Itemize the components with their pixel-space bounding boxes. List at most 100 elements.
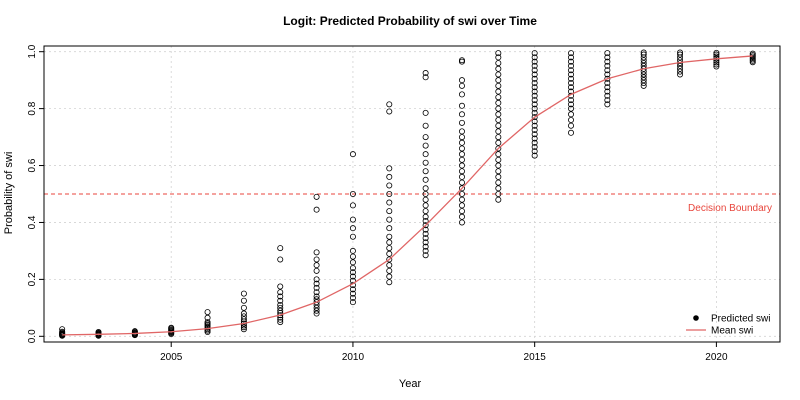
predicted-point [458, 57, 465, 64]
predicted-point [313, 276, 320, 283]
predicted-point [313, 206, 320, 213]
x-tick-label: 2010 [342, 352, 365, 363]
predicted-point [568, 129, 575, 136]
predicted-point [458, 145, 465, 152]
predicted-point [458, 139, 465, 146]
predicted-point [604, 62, 611, 69]
predicted-point [640, 57, 647, 64]
x-axis-title: Year [399, 378, 422, 390]
predicted-point [531, 109, 538, 116]
decision-boundary-label: Decision Boundary [688, 203, 772, 214]
predicted-point [386, 233, 393, 240]
predicted-point [458, 77, 465, 84]
predicted-point [422, 74, 429, 81]
predicted-point [568, 62, 575, 69]
predicted-point [458, 128, 465, 135]
predicted-point [531, 126, 538, 133]
predicted-point [531, 58, 538, 65]
predicted-point [422, 213, 429, 220]
legend-label-mean: Mean swi [711, 326, 753, 337]
predicted-point [386, 208, 393, 215]
predicted-point [313, 289, 320, 296]
predicted-point [531, 54, 538, 61]
predicted-point [168, 324, 175, 331]
predicted-point [713, 59, 720, 66]
predicted-point [604, 80, 611, 87]
predicted-point [277, 297, 284, 304]
predicted-point [277, 293, 284, 300]
predicted-point [386, 165, 393, 172]
predicted-point [568, 50, 575, 57]
predicted-point [349, 216, 356, 223]
predicted-point [349, 253, 356, 260]
predicted-point [313, 256, 320, 263]
predicted-point [531, 122, 538, 129]
decision-boundary: Decision Boundary [44, 193, 780, 214]
predicted-point [568, 80, 575, 87]
predicted-point [240, 316, 247, 323]
predicted-point [422, 122, 429, 129]
predicted-point [422, 226, 429, 233]
x-tick-label: 2005 [160, 352, 183, 363]
predicted-point [604, 88, 611, 95]
predicted-point [713, 49, 720, 56]
predicted-point [349, 294, 356, 301]
predicted-point [349, 225, 356, 232]
predicted-point [495, 60, 502, 67]
predicted-point [458, 162, 465, 169]
predicted-point [313, 267, 320, 274]
predicted-point [277, 301, 284, 308]
predicted-point [458, 196, 465, 203]
predicted-point [604, 75, 611, 82]
predicted-point [640, 60, 647, 67]
predicted-point [604, 67, 611, 74]
predicted-point [386, 225, 393, 232]
predicted-point [713, 63, 720, 70]
predicted-point [495, 168, 502, 175]
predicted-point [458, 102, 465, 109]
predicted-point [240, 297, 247, 304]
predicted-point [495, 151, 502, 158]
predicted-point [604, 50, 611, 57]
predicted-point [386, 279, 393, 286]
axes: 2005 2010 2015 2020 0.0 0.2 0.4 0.6 0.8 1.0 [27, 44, 728, 363]
predicted-point [422, 235, 429, 242]
predicted-point [422, 196, 429, 203]
predicted-point [531, 62, 538, 69]
predicted-point [422, 176, 429, 183]
predicted-point [495, 65, 502, 72]
predicted-point [422, 243, 429, 250]
predicted-point [386, 199, 393, 206]
predicted-point [277, 319, 284, 326]
predicted-point [677, 51, 684, 58]
predicted-point [604, 101, 611, 108]
predicted-point [386, 250, 393, 257]
legend-label-predicted: Predicted swi [711, 314, 770, 325]
predicted-point [531, 92, 538, 99]
predicted-point [495, 82, 502, 89]
predicted-point [59, 326, 66, 333]
predicted-point [604, 92, 611, 99]
predicted-point [531, 71, 538, 78]
predicted-point [458, 173, 465, 180]
predicted-point [458, 156, 465, 163]
predicted-point [313, 249, 320, 256]
predicted-point [531, 67, 538, 74]
predicted-point [495, 173, 502, 180]
predicted-point [568, 54, 575, 61]
predicted-point [386, 262, 393, 269]
predicted-point [240, 324, 247, 331]
predicted-point [349, 247, 356, 254]
predicted-point [386, 256, 393, 263]
predicted-point [386, 108, 393, 115]
predicted-point [349, 259, 356, 266]
predicted-point [640, 82, 647, 89]
predicted-point [531, 97, 538, 104]
predicted-point [568, 84, 575, 91]
predicted-point [640, 49, 647, 56]
predicted-point [677, 68, 684, 75]
predicted-point [386, 267, 393, 274]
predicted-point [640, 80, 647, 87]
predicted-point [458, 208, 465, 215]
